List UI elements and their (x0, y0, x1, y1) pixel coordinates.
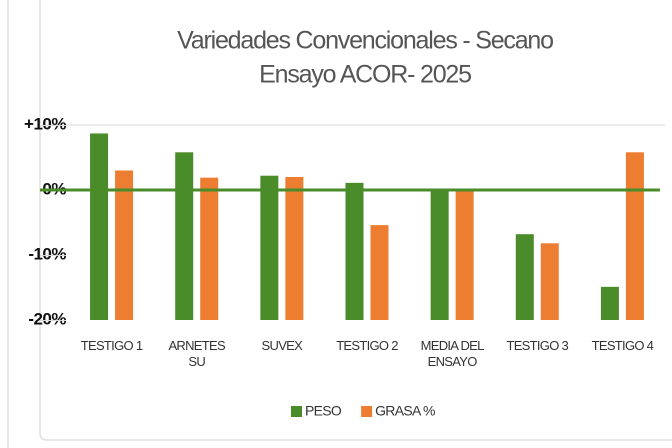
legend-label: GRASA % (375, 403, 435, 419)
x-tick-label: TESTIGO 1 (80, 338, 143, 353)
x-tick-label: TESTIGO 4 (591, 338, 654, 353)
bar (115, 170, 134, 320)
bar (370, 225, 389, 320)
bar (345, 182, 364, 320)
bar (540, 243, 559, 320)
legend-swatch (291, 406, 302, 417)
legend-label: PESO (305, 403, 342, 419)
bar (455, 190, 474, 320)
x-tick-label: TESTIGO 3 (506, 338, 569, 353)
x-tick-label: ARNETES SU (168, 338, 225, 369)
bar (430, 190, 449, 320)
y-tick-label: -10% (28, 244, 66, 263)
bar (260, 175, 279, 320)
bar (515, 234, 534, 320)
bar (285, 177, 304, 320)
x-tick-label: TESTIGO 2 (336, 338, 398, 353)
y-tick-label: -20% (28, 309, 66, 328)
y-tick-label: +10% (24, 114, 66, 133)
chart-frame (39, 0, 672, 441)
bar (600, 286, 619, 320)
x-tick-label: SUVEX (261, 338, 303, 353)
bar (625, 152, 644, 320)
chart-subtitle: Ensayo ACOR- 2025 (259, 61, 471, 89)
legend-swatch (361, 406, 373, 417)
bar (90, 133, 109, 320)
chart-title: Variedades Convencionales - Secano (177, 27, 553, 55)
x-tick-label: MEDIA DEL ENSAYO (420, 338, 485, 369)
bar (200, 177, 219, 320)
bar (175, 152, 194, 320)
